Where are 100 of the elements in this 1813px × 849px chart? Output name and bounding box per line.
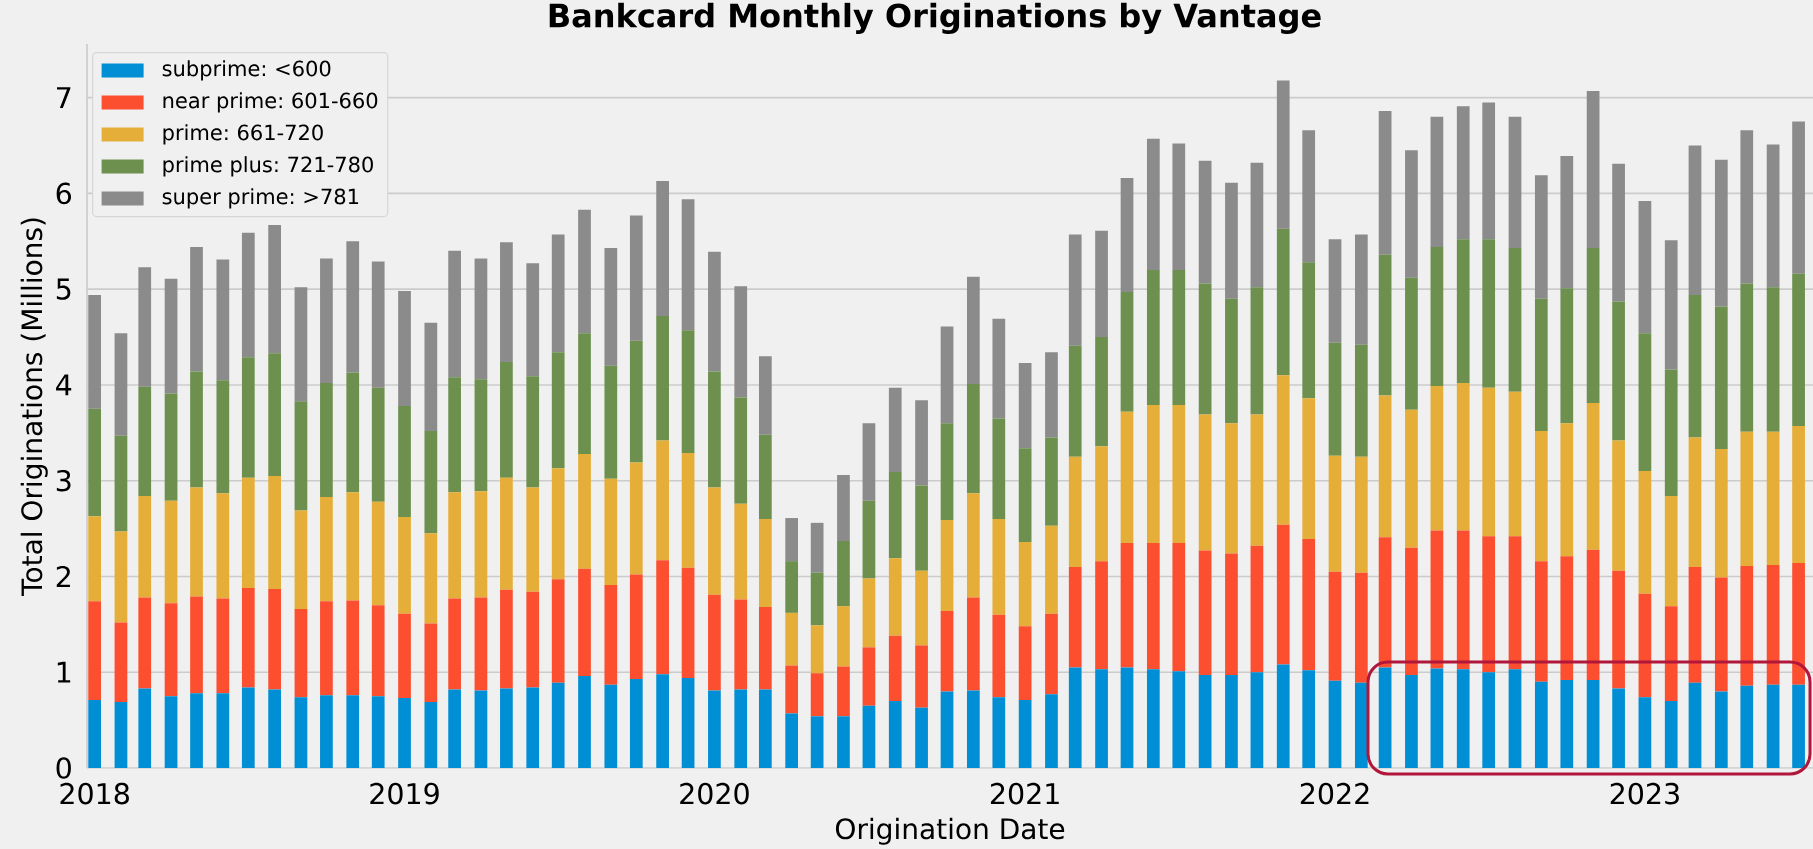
bar [1276, 524, 1290, 665]
bar [1664, 240, 1678, 370]
bar [578, 209, 591, 334]
bar [1430, 385, 1444, 531]
bar [241, 357, 255, 478]
bar [785, 518, 799, 562]
bar [940, 423, 954, 520]
bar [1302, 539, 1316, 671]
bar [1740, 431, 1754, 566]
bar [992, 318, 1006, 419]
bar [1714, 159, 1728, 307]
bar [190, 693, 203, 768]
bar [268, 225, 281, 354]
bar [785, 561, 799, 613]
bar [1740, 565, 1754, 686]
bar [1638, 201, 1652, 334]
bar [294, 401, 308, 511]
bar [837, 716, 850, 768]
bar [398, 291, 411, 406]
bar [1638, 593, 1652, 698]
bar [500, 477, 513, 590]
bar [1560, 156, 1574, 289]
bar [1405, 277, 1418, 410]
bar [629, 574, 643, 679]
bar [1508, 536, 1522, 670]
bar [1766, 431, 1780, 565]
bar [681, 199, 695, 331]
bar [1225, 298, 1238, 424]
bar [551, 234, 565, 353]
bar [1612, 440, 1625, 571]
bar [371, 605, 385, 697]
bar [1508, 247, 1522, 392]
bar [346, 372, 360, 493]
bar [320, 601, 333, 696]
bar [268, 588, 281, 690]
bar [1586, 90, 1600, 248]
bar [448, 598, 461, 690]
bar [1302, 670, 1316, 768]
bar [1172, 542, 1186, 672]
bar [837, 606, 850, 667]
bar [371, 696, 385, 768]
bar [758, 519, 772, 608]
bar [551, 579, 565, 683]
bar [1664, 369, 1678, 497]
bar [294, 510, 308, 610]
bar [1276, 228, 1290, 376]
bar [371, 261, 385, 388]
legend-label: prime: 661-720 [163, 124, 323, 145]
bar [241, 232, 255, 358]
bar [398, 613, 411, 699]
bar [966, 383, 980, 494]
bar [294, 697, 308, 768]
bar [1045, 352, 1058, 438]
bar [656, 440, 669, 561]
bar [268, 475, 281, 589]
legend-label: prime plus: 721-780 [163, 156, 373, 177]
bar [1508, 391, 1522, 537]
bar [138, 267, 152, 387]
bar [474, 379, 488, 492]
bar [500, 242, 513, 362]
bar [1714, 449, 1728, 578]
legend-label: super prime: >781 [162, 188, 359, 209]
bar [1146, 669, 1160, 768]
bar [708, 594, 721, 691]
bar [371, 501, 385, 606]
bar [862, 578, 876, 648]
bar [1198, 414, 1212, 551]
bar [1560, 556, 1574, 680]
bar [1612, 301, 1625, 441]
bar [1792, 121, 1805, 274]
bar [1638, 471, 1652, 594]
bar [1766, 564, 1780, 685]
bar [1225, 182, 1238, 299]
bar [992, 418, 1006, 519]
bar [1276, 80, 1290, 229]
bar [1688, 294, 1702, 438]
bar [681, 567, 695, 678]
x-tick-label: 2020 [680, 782, 749, 805]
bar [862, 647, 876, 706]
bar [1586, 247, 1600, 404]
bar [241, 477, 255, 588]
bar [1560, 423, 1574, 557]
bar [138, 386, 152, 497]
bar [424, 533, 438, 624]
bar [190, 371, 203, 488]
bar [1018, 700, 1032, 768]
bar [164, 603, 178, 697]
bar [1068, 566, 1082, 668]
bar [1378, 537, 1392, 668]
bar [216, 693, 230, 768]
bar [1276, 664, 1290, 768]
bar [241, 687, 255, 768]
bar [1534, 175, 1548, 299]
bar [888, 635, 902, 701]
bar [88, 601, 102, 700]
bar [216, 598, 230, 694]
bar [1354, 344, 1368, 457]
x-tick-label: 2022 [1300, 782, 1369, 805]
bar [1276, 375, 1290, 525]
bar [216, 493, 230, 599]
